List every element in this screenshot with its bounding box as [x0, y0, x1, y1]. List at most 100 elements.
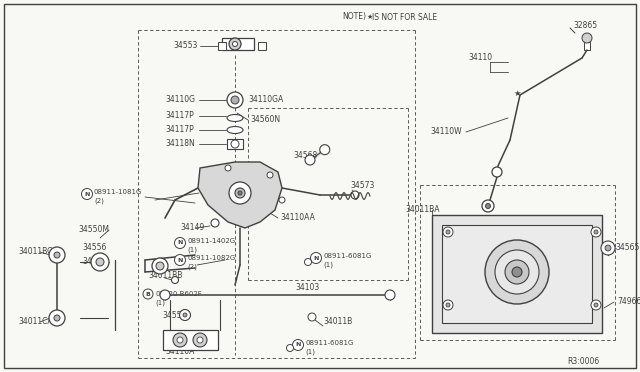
Text: ★: ★ — [513, 89, 521, 97]
Text: 34117P: 34117P — [165, 125, 194, 135]
Text: 34011BC: 34011BC — [18, 247, 52, 257]
Circle shape — [160, 290, 170, 300]
Bar — [432, 215, 602, 333]
Text: 34149: 34149 — [180, 224, 204, 232]
Text: 08911-6081G: 08911-6081G — [305, 340, 353, 346]
Bar — [163, 330, 218, 350]
Circle shape — [227, 92, 243, 108]
Text: R3:0006: R3:0006 — [567, 357, 599, 366]
Circle shape — [211, 219, 219, 227]
Ellipse shape — [227, 115, 243, 122]
Circle shape — [175, 254, 186, 266]
Circle shape — [172, 276, 179, 283]
Text: NOTE): NOTE) — [342, 13, 366, 22]
Circle shape — [482, 200, 494, 212]
Circle shape — [305, 155, 315, 165]
Text: 08120-B602F: 08120-B602F — [155, 291, 202, 297]
Circle shape — [601, 241, 615, 255]
Circle shape — [91, 253, 109, 271]
Text: 34568: 34568 — [293, 151, 317, 160]
Text: 34560N: 34560N — [250, 115, 280, 125]
Text: 34110: 34110 — [468, 52, 492, 61]
Bar — [218, 42, 226, 50]
Circle shape — [305, 259, 312, 266]
Text: 34117P: 34117P — [165, 112, 194, 121]
Circle shape — [287, 344, 294, 352]
Circle shape — [512, 267, 522, 277]
Text: 34573: 34573 — [350, 182, 374, 190]
Circle shape — [582, 33, 592, 43]
Circle shape — [279, 197, 285, 203]
Circle shape — [143, 289, 153, 299]
Circle shape — [594, 230, 598, 234]
Text: N: N — [314, 256, 319, 260]
Text: 34553: 34553 — [173, 42, 197, 51]
Text: 34550M: 34550M — [78, 225, 109, 234]
Circle shape — [486, 203, 490, 208]
Circle shape — [235, 188, 245, 198]
Text: (2): (2) — [94, 198, 104, 204]
Text: 34110W: 34110W — [430, 128, 461, 137]
Text: 34103: 34103 — [295, 282, 319, 292]
Text: 34011BA: 34011BA — [405, 205, 440, 215]
Text: 32865: 32865 — [573, 20, 597, 29]
Circle shape — [443, 300, 453, 310]
Circle shape — [197, 337, 203, 343]
Text: 08911-6081G: 08911-6081G — [323, 253, 371, 259]
FancyBboxPatch shape — [574, 17, 600, 45]
Circle shape — [177, 337, 183, 343]
Text: 08911-1082G: 08911-1082G — [187, 255, 236, 261]
Text: 34110A: 34110A — [165, 347, 195, 356]
Text: 34565M: 34565M — [615, 244, 640, 253]
Text: B: B — [145, 292, 150, 296]
Text: 08911-1081G: 08911-1081G — [94, 189, 142, 195]
Circle shape — [267, 172, 273, 178]
Circle shape — [385, 290, 395, 300]
Circle shape — [505, 260, 529, 284]
Circle shape — [229, 38, 241, 50]
Text: 34011CA: 34011CA — [18, 317, 52, 327]
Text: 34558: 34558 — [162, 311, 186, 320]
Circle shape — [175, 237, 186, 248]
Text: N: N — [177, 241, 182, 246]
Bar — [222, 38, 254, 50]
Circle shape — [96, 258, 104, 266]
Circle shape — [292, 340, 303, 350]
Circle shape — [320, 145, 330, 155]
Polygon shape — [198, 162, 282, 228]
Circle shape — [49, 310, 65, 326]
Text: 34011BB: 34011BB — [148, 270, 182, 279]
Circle shape — [594, 303, 598, 307]
Circle shape — [81, 189, 93, 199]
Text: 34110GA: 34110GA — [248, 96, 284, 105]
Text: N: N — [177, 257, 182, 263]
Bar — [584, 42, 590, 50]
Bar — [258, 42, 266, 50]
Text: 74966X: 74966X — [617, 298, 640, 307]
Circle shape — [238, 191, 242, 195]
Circle shape — [446, 303, 450, 307]
Ellipse shape — [227, 126, 243, 134]
Text: 34011B: 34011B — [323, 317, 352, 327]
Text: (2): (2) — [187, 264, 197, 270]
Circle shape — [231, 140, 239, 148]
Circle shape — [183, 313, 187, 317]
Text: ★: ★ — [367, 14, 373, 20]
Circle shape — [231, 96, 239, 104]
Circle shape — [49, 247, 65, 263]
Circle shape — [485, 240, 549, 304]
Circle shape — [54, 315, 60, 321]
Text: 34556: 34556 — [82, 244, 106, 253]
Circle shape — [229, 182, 251, 204]
Circle shape — [446, 230, 450, 234]
Text: 34110G: 34110G — [165, 96, 195, 105]
Circle shape — [492, 167, 502, 177]
Text: IS NOT FOR SALE: IS NOT FOR SALE — [372, 13, 437, 22]
Circle shape — [351, 191, 359, 199]
Circle shape — [173, 333, 187, 347]
Circle shape — [495, 250, 539, 294]
Circle shape — [232, 42, 237, 46]
Circle shape — [308, 313, 316, 321]
Circle shape — [591, 300, 601, 310]
Text: (1): (1) — [187, 247, 197, 253]
